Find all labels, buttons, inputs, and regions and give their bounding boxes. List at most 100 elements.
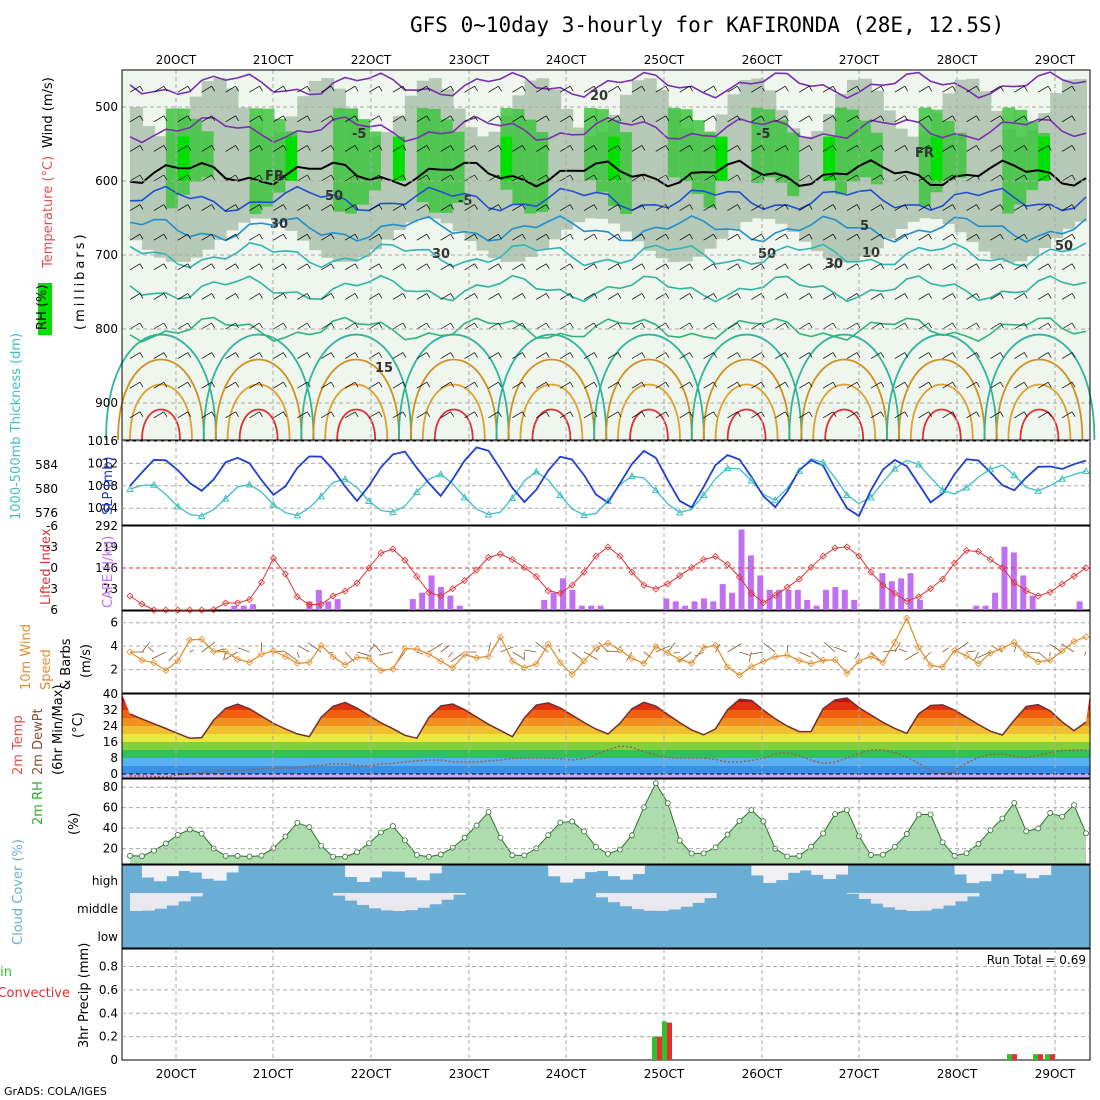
contour-label: 20 bbox=[590, 89, 608, 104]
wind-barb bbox=[1014, 322, 1025, 330]
wind-barb bbox=[880, 145, 885, 151]
wind-barb bbox=[330, 382, 335, 388]
rh-point bbox=[581, 828, 587, 835]
temp-axis-label-4: (°C) bbox=[71, 712, 86, 738]
wind-barb bbox=[1047, 204, 1052, 210]
precip-tick: 0.8 bbox=[99, 960, 118, 974]
wind-barb bbox=[928, 382, 933, 388]
wind-barb bbox=[583, 293, 595, 300]
wind-barb bbox=[177, 381, 188, 389]
rh-shading-cell bbox=[476, 136, 490, 251]
thickness-point bbox=[412, 487, 421, 495]
wind-barb bbox=[846, 352, 858, 359]
wind-barb bbox=[426, 382, 431, 388]
cape-bar bbox=[1029, 595, 1036, 610]
wind-barb bbox=[990, 411, 1001, 419]
wind-barb bbox=[713, 204, 717, 210]
cape-bar bbox=[851, 599, 858, 610]
rh-legend-label: RH (%) bbox=[35, 285, 50, 330]
lifted-index-point bbox=[580, 568, 588, 576]
wind-barb bbox=[689, 204, 694, 210]
wind-barb bbox=[607, 85, 619, 93]
wind-barb bbox=[761, 145, 765, 151]
wind-barb bbox=[713, 263, 717, 269]
wind-barb bbox=[689, 86, 694, 92]
wind-barb bbox=[976, 263, 980, 269]
wind-barb bbox=[784, 174, 789, 181]
wind-barb bbox=[928, 234, 933, 240]
wind-barb bbox=[846, 115, 858, 123]
wind-barb bbox=[952, 234, 956, 240]
lifted-index-point bbox=[413, 572, 421, 580]
rh-point bbox=[139, 853, 145, 860]
wind-barb bbox=[153, 411, 165, 419]
wind-barb bbox=[904, 115, 909, 121]
wind-barb bbox=[378, 234, 383, 240]
lifted-index-point bbox=[449, 585, 457, 593]
surface-wind-barb bbox=[368, 644, 376, 653]
wind-barb bbox=[211, 174, 216, 181]
lifted-index-point bbox=[688, 564, 696, 572]
bottom-date-label: 25OCT bbox=[644, 1067, 685, 1081]
wind-barb bbox=[617, 322, 622, 329]
cloud-middle-cell bbox=[153, 893, 167, 909]
wind-speed-point bbox=[855, 657, 863, 665]
wind-speed-point bbox=[437, 657, 445, 665]
wind-barb bbox=[416, 352, 427, 359]
wind-barb bbox=[273, 233, 284, 241]
wind-barb bbox=[402, 204, 407, 210]
wind-barb bbox=[822, 174, 834, 182]
cloud-high-cell bbox=[775, 865, 789, 881]
cloud-middle-cell bbox=[333, 893, 347, 896]
wind-axis-label-1: 10m Wind bbox=[19, 624, 34, 690]
wind-speed-point bbox=[676, 655, 684, 663]
temperature-isotherm bbox=[129, 116, 1087, 144]
wind-barb bbox=[928, 204, 933, 210]
wind-barb bbox=[321, 233, 332, 241]
wind-barb bbox=[139, 145, 144, 151]
contour-label: 30 bbox=[825, 257, 843, 272]
wind-barb bbox=[679, 263, 690, 271]
wind-speed-point bbox=[198, 635, 206, 643]
wind-barb bbox=[679, 85, 690, 93]
wind-barb bbox=[1023, 322, 1028, 329]
wind-speed-point bbox=[496, 633, 505, 641]
wind-barb bbox=[607, 233, 619, 241]
lifted-index-tick: 3 bbox=[50, 582, 58, 596]
cape-bar bbox=[306, 601, 313, 610]
wind-barb bbox=[751, 381, 762, 389]
cape-bar bbox=[710, 601, 717, 610]
wind-barb bbox=[560, 263, 571, 271]
wind-barb bbox=[545, 263, 550, 269]
thickness-point bbox=[580, 511, 588, 519]
wind-speed-point bbox=[711, 641, 720, 649]
wind-barb bbox=[354, 293, 359, 299]
cape-bar bbox=[785, 589, 792, 610]
temperature-isotherm bbox=[129, 159, 1087, 188]
surface-wind-barb bbox=[372, 643, 382, 653]
rh-shading-cell bbox=[1050, 92, 1064, 239]
surface-wind-barb bbox=[677, 651, 692, 663]
wind-barb bbox=[679, 145, 690, 152]
wind-barb bbox=[727, 352, 738, 359]
wind-barb bbox=[799, 352, 810, 359]
wind-barb bbox=[918, 411, 929, 419]
rh-shading-cell bbox=[440, 119, 454, 213]
cloud-middle-cell bbox=[416, 893, 430, 908]
wind-barb bbox=[822, 115, 834, 123]
wind-barb bbox=[737, 86, 741, 92]
cloud-middle-cell bbox=[452, 893, 466, 895]
rh-shading-cell bbox=[404, 95, 418, 223]
wind-barb bbox=[464, 115, 475, 123]
wind-barb bbox=[450, 86, 455, 92]
rh-point bbox=[832, 811, 838, 818]
wind-barb bbox=[321, 145, 332, 152]
wind-barb bbox=[522, 322, 526, 329]
lifted-index-point bbox=[915, 593, 923, 601]
wind-barb bbox=[426, 145, 431, 151]
wind-barb bbox=[163, 174, 168, 181]
wind-barb bbox=[631, 381, 643, 389]
rh-shading-cell bbox=[643, 78, 657, 251]
rh-point bbox=[174, 832, 181, 838]
wind-barb bbox=[378, 293, 383, 299]
